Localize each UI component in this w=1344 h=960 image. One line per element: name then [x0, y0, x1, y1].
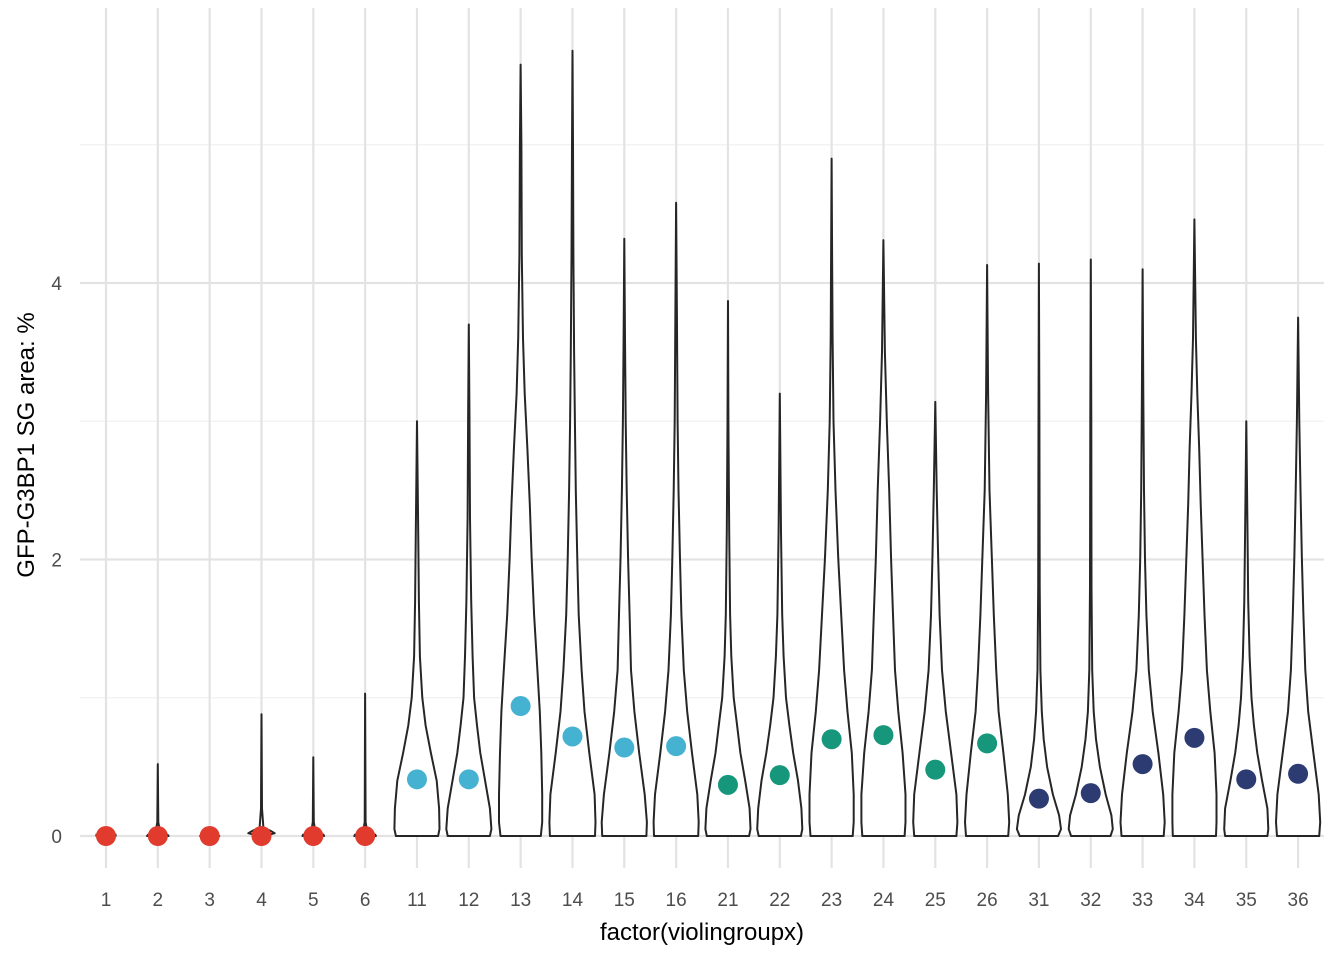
x-tick-label: 35	[1236, 890, 1257, 911]
x-tick-label: 15	[614, 890, 635, 911]
violin-14	[548, 49, 597, 837]
violin-4	[247, 713, 276, 837]
violin-22	[756, 392, 804, 837]
x-tick-label: 16	[666, 890, 687, 911]
x-tick-label: 32	[1080, 890, 1101, 911]
median-point-32	[1080, 783, 1101, 804]
median-point-22	[769, 765, 790, 786]
x-tick-label: 2	[153, 890, 164, 911]
violin-35	[1223, 420, 1270, 837]
median-point-23	[821, 729, 842, 750]
violin-32	[1067, 258, 1114, 837]
x-tick-label: 22	[769, 890, 790, 911]
violin-16	[652, 201, 700, 837]
median-point-6	[355, 826, 376, 846]
y-tick-label: 0	[51, 827, 62, 848]
violin-11	[393, 420, 441, 837]
x-tick-label: 14	[562, 890, 584, 911]
violin-15	[600, 237, 648, 837]
violin-5	[301, 756, 326, 837]
x-tick-label: 25	[925, 890, 946, 911]
violin-26	[964, 264, 1011, 837]
median-point-13	[510, 696, 531, 717]
violin-25	[912, 400, 959, 837]
x-tick-label: 1	[101, 890, 112, 911]
median-point-3	[199, 826, 220, 846]
x-tick-label: 34	[1184, 890, 1206, 911]
median-point-25	[925, 759, 946, 780]
median-point-11	[406, 769, 427, 790]
median-points	[96, 696, 1309, 846]
violin-2	[146, 763, 170, 837]
violin-21	[704, 300, 752, 837]
violin-13	[498, 63, 544, 837]
violin-23	[808, 157, 855, 837]
median-point-16	[666, 736, 687, 757]
y-axis-title: GFP-G3BP1 SG area: %	[13, 312, 40, 577]
violin-6	[353, 692, 377, 837]
x-tick-label: 3	[204, 890, 215, 911]
median-point-21	[717, 774, 738, 795]
x-tick-label: 6	[360, 890, 371, 911]
x-tick-label: 24	[873, 890, 895, 911]
median-point-1	[96, 826, 116, 846]
x-tick-label: 31	[1028, 890, 1049, 911]
median-point-36	[1288, 763, 1309, 784]
median-point-24	[873, 725, 894, 746]
violin-33	[1119, 268, 1166, 837]
y-axis-ticks: 0 2 4	[51, 274, 62, 848]
median-point-14	[562, 726, 583, 747]
median-point-34	[1184, 727, 1205, 748]
median-point-31	[1028, 788, 1049, 809]
median-point-5	[303, 826, 324, 846]
x-tick-label: 13	[510, 890, 531, 911]
median-point-33	[1132, 754, 1153, 775]
median-point-35	[1236, 769, 1257, 790]
median-point-15	[614, 737, 635, 758]
x-tick-label: 36	[1288, 890, 1309, 911]
violin-31	[1015, 262, 1062, 837]
x-tick-label: 26	[977, 890, 998, 911]
y-tick-label: 2	[51, 551, 62, 572]
x-tick-label: 12	[458, 890, 479, 911]
minor-gridlines	[80, 144, 1324, 699]
x-tick-label: 5	[308, 890, 319, 911]
median-point-12	[458, 769, 479, 790]
violin-36	[1275, 316, 1322, 837]
violin-24	[860, 239, 907, 837]
x-axis-ticks: 1 2 3 4 5 6 11 12 13 14 15 16 21 22 23 24 25 26 31 32 33 34 35…	[101, 890, 1309, 911]
x-tick-label: 33	[1132, 890, 1153, 911]
x-tick-label: 21	[717, 890, 738, 911]
y-tick-label: 4	[51, 274, 62, 295]
median-point-26	[977, 733, 998, 754]
violins	[95, 49, 1322, 837]
violin-34	[1171, 218, 1218, 837]
x-tick-label: 4	[256, 890, 267, 911]
median-point-2	[147, 826, 168, 846]
median-point-4	[251, 826, 272, 846]
x-axis-title: factor(violingroupx)	[600, 919, 804, 946]
x-tick-label: 11	[407, 890, 427, 911]
x-tick-label: 23	[821, 890, 842, 911]
violin-12	[445, 323, 493, 837]
